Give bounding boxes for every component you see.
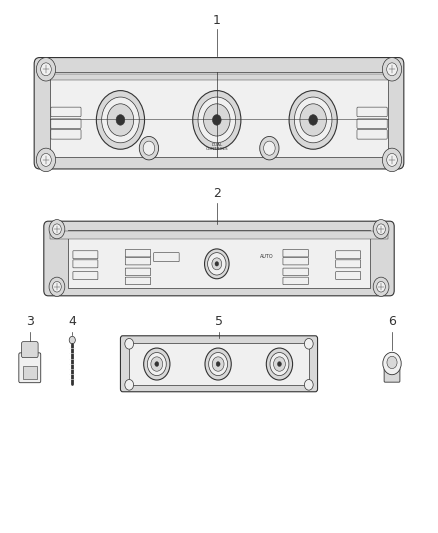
Circle shape xyxy=(373,277,389,296)
Circle shape xyxy=(382,58,402,81)
Circle shape xyxy=(107,104,134,136)
Text: 2: 2 xyxy=(213,187,221,200)
FancyBboxPatch shape xyxy=(50,231,388,239)
Circle shape xyxy=(278,361,281,367)
FancyBboxPatch shape xyxy=(357,119,387,128)
Circle shape xyxy=(151,357,163,371)
Circle shape xyxy=(41,63,51,76)
Circle shape xyxy=(212,258,222,270)
FancyBboxPatch shape xyxy=(283,249,308,257)
Circle shape xyxy=(387,63,397,76)
Circle shape xyxy=(208,352,228,376)
FancyBboxPatch shape xyxy=(283,277,308,285)
Circle shape xyxy=(270,352,289,376)
FancyBboxPatch shape xyxy=(50,74,388,80)
FancyBboxPatch shape xyxy=(51,130,81,139)
FancyBboxPatch shape xyxy=(73,251,98,259)
Text: AUTO: AUTO xyxy=(260,254,274,260)
FancyBboxPatch shape xyxy=(19,353,41,383)
Text: 4: 4 xyxy=(68,316,76,328)
Circle shape xyxy=(36,148,56,172)
Circle shape xyxy=(382,148,402,172)
FancyBboxPatch shape xyxy=(384,368,400,382)
FancyBboxPatch shape xyxy=(23,366,37,379)
Circle shape xyxy=(155,361,159,367)
FancyBboxPatch shape xyxy=(336,251,361,259)
Circle shape xyxy=(387,154,397,166)
Circle shape xyxy=(49,277,65,296)
Circle shape xyxy=(139,136,159,160)
Circle shape xyxy=(125,379,134,390)
Circle shape xyxy=(289,91,337,149)
FancyBboxPatch shape xyxy=(336,260,361,268)
Circle shape xyxy=(69,336,75,344)
Circle shape xyxy=(212,357,224,371)
Circle shape xyxy=(273,357,286,371)
Circle shape xyxy=(264,141,275,155)
FancyBboxPatch shape xyxy=(21,342,38,358)
Text: 3: 3 xyxy=(26,316,34,328)
FancyBboxPatch shape xyxy=(51,119,81,128)
Circle shape xyxy=(383,352,401,375)
Circle shape xyxy=(294,97,332,143)
Circle shape xyxy=(204,104,230,136)
Circle shape xyxy=(300,104,326,136)
Circle shape xyxy=(377,224,385,235)
FancyBboxPatch shape xyxy=(125,277,151,285)
FancyBboxPatch shape xyxy=(125,257,151,265)
FancyBboxPatch shape xyxy=(129,343,309,385)
FancyBboxPatch shape xyxy=(51,107,81,117)
Text: 5: 5 xyxy=(215,316,223,328)
FancyBboxPatch shape xyxy=(120,336,318,392)
FancyBboxPatch shape xyxy=(73,260,98,268)
Circle shape xyxy=(215,262,219,266)
Circle shape xyxy=(304,379,313,390)
Circle shape xyxy=(373,220,389,239)
Circle shape xyxy=(304,338,313,349)
Circle shape xyxy=(96,91,145,149)
FancyBboxPatch shape xyxy=(68,230,370,288)
FancyBboxPatch shape xyxy=(125,249,151,257)
FancyBboxPatch shape xyxy=(154,253,179,262)
Circle shape xyxy=(377,281,385,292)
FancyBboxPatch shape xyxy=(283,268,308,276)
Text: 6: 6 xyxy=(388,316,396,328)
Circle shape xyxy=(41,154,51,166)
FancyBboxPatch shape xyxy=(357,107,387,117)
Circle shape xyxy=(49,220,65,239)
FancyBboxPatch shape xyxy=(357,130,387,139)
Circle shape xyxy=(125,338,134,349)
Circle shape xyxy=(208,253,226,275)
Text: 1: 1 xyxy=(213,14,221,27)
Circle shape xyxy=(102,97,139,143)
Circle shape xyxy=(266,348,293,380)
Circle shape xyxy=(260,136,279,160)
Circle shape xyxy=(53,224,61,235)
FancyBboxPatch shape xyxy=(73,271,98,279)
Circle shape xyxy=(193,91,241,149)
Circle shape xyxy=(147,352,166,376)
Circle shape xyxy=(212,115,221,125)
Circle shape xyxy=(309,115,318,125)
Circle shape xyxy=(198,97,236,143)
Circle shape xyxy=(205,249,229,279)
Circle shape xyxy=(53,281,61,292)
Circle shape xyxy=(387,356,397,369)
FancyBboxPatch shape xyxy=(34,58,404,169)
FancyBboxPatch shape xyxy=(283,257,308,265)
Text: DUAL
CONTROLS: DUAL CONTROLS xyxy=(205,143,228,151)
Circle shape xyxy=(143,141,155,155)
FancyBboxPatch shape xyxy=(50,72,388,157)
Circle shape xyxy=(36,58,56,81)
FancyBboxPatch shape xyxy=(44,221,394,296)
Circle shape xyxy=(116,115,125,125)
Circle shape xyxy=(144,348,170,380)
Circle shape xyxy=(216,361,220,367)
FancyBboxPatch shape xyxy=(125,268,151,276)
Circle shape xyxy=(205,348,231,380)
FancyBboxPatch shape xyxy=(336,271,361,279)
